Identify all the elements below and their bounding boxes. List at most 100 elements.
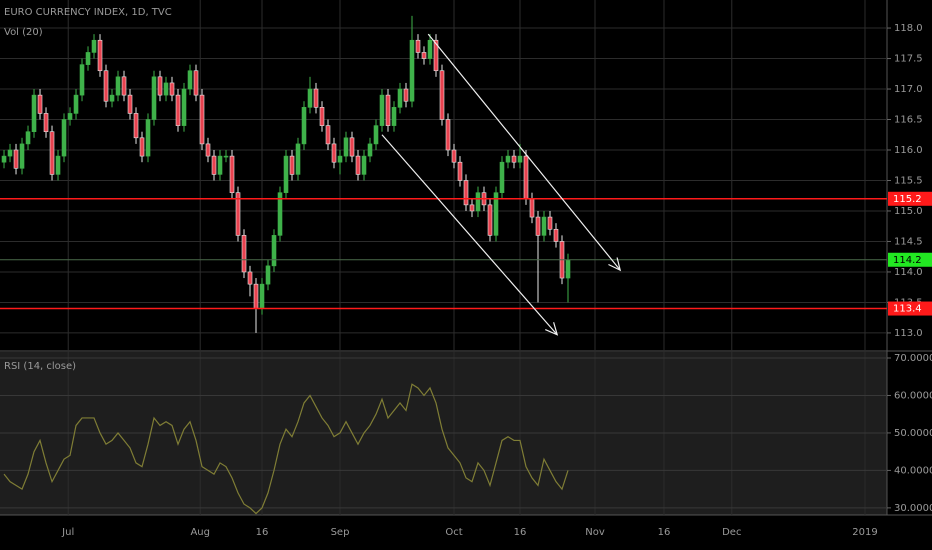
candle-body [163,82,169,96]
candle-body [145,119,151,157]
candle-body [37,94,43,114]
candle-body [283,155,289,193]
level-label-box [888,301,932,316]
candle-body [211,155,217,175]
candle-body [175,94,181,126]
y-tick-label: 114.0 [894,267,923,278]
rsi-tick-label: 50.0000 [894,428,932,439]
candle-body [385,94,391,126]
candle-body [343,137,349,157]
candle-body [349,137,355,157]
candle-body [553,228,559,242]
candle-body [535,216,541,236]
x-tick-label: Nov [585,527,605,538]
candle-body [229,155,235,193]
candle-body [235,192,241,236]
candle-body [277,192,283,236]
candle-body [355,155,361,175]
last-price-label: 114.2 [893,255,922,266]
level-label: 113.4 [893,304,922,315]
x-tick-label: Jul [61,527,74,538]
candle-body [433,39,439,72]
candle-body [73,94,79,114]
candle-body [25,131,31,145]
trend-line [381,134,558,336]
candle-body [55,155,61,175]
candle-body [361,155,367,175]
candle-body [523,155,529,200]
candle-body [193,70,199,96]
x-tick-label: 16 [514,527,527,538]
candle-body [565,259,571,279]
candle-body [445,119,451,151]
candle-body [271,235,277,267]
candle-body [451,149,457,163]
y-tick-label: 115.5 [894,175,923,186]
x-tick-label: 16 [256,527,269,538]
candle-body [469,204,475,212]
y-tick-label: 118.0 [894,23,923,34]
level-label: 115.2 [893,194,922,205]
y-tick-label: 117.0 [894,84,923,95]
candle-body [391,107,397,126]
y-tick-label: 117.5 [894,54,923,65]
candle-body [397,88,403,108]
x-tick-label: 2019 [852,527,877,538]
x-tick-label: Sep [331,527,350,538]
candle-body [487,204,493,236]
candle-body [319,107,325,126]
candle-body [547,216,553,230]
candle-body [499,161,505,193]
candle-body [325,125,331,145]
rsi-line [3,383,569,515]
candle-body [331,143,337,163]
candle-body [415,39,421,53]
last-price-box [888,252,932,267]
rsi-tick-label: 40.0000 [894,465,932,476]
candle-body [115,76,121,96]
y-tick-label: 114.5 [894,236,923,247]
candle-body [427,39,433,59]
level-label-box [888,191,932,206]
arrow-head [545,322,559,336]
candle-body [367,143,373,157]
candle-body [205,143,211,157]
candle-body [517,155,523,163]
candle-body [157,76,163,96]
candle-body [169,82,175,96]
candle-body [133,113,139,139]
candle-body [91,39,97,53]
volume-label: Vol (20) [4,27,43,38]
chart-title: EURO CURRENCY INDEX, 1D, TVC [4,7,172,18]
candle-body [289,155,295,175]
candle-body [151,76,157,120]
rsi-tick-label: 60.0000 [894,390,932,401]
candle-body [307,88,313,108]
x-tick-label: Dec [722,527,741,538]
candle-body [457,161,463,181]
y-tick-label: 116.5 [894,115,923,126]
candle-body [493,192,499,236]
y-tick-label: 113.0 [894,328,923,339]
candle-body [199,94,205,145]
candle-body [49,131,55,175]
candle-body [301,107,307,145]
candle-body [103,70,109,102]
candle-body [421,52,427,59]
candle-body [139,137,145,157]
candle-body [187,70,193,90]
candle-body [511,155,517,163]
candle-body [439,70,445,120]
candle-body [253,283,259,309]
grid [0,0,887,515]
candle-body [373,125,379,145]
candle-body [541,216,547,236]
candle-body [121,76,127,96]
rsi-title: RSI (14, close) [4,361,76,372]
candle-body [259,283,265,309]
candle-body [31,94,37,133]
candle-body [223,155,229,158]
candle-body [67,113,73,120]
labels: JulAug16SepOct16Nov16Dec2019113.0113.511… [61,23,932,538]
